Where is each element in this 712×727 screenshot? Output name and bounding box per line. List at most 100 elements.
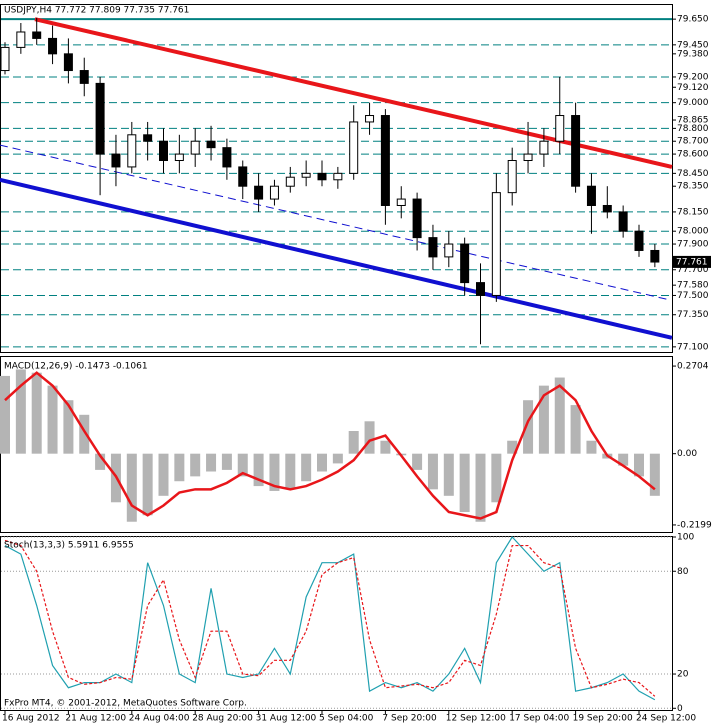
macd-bar [158,453,169,496]
y-tick-label: 79.000 [677,98,709,108]
x-tick-label: 19 Sep 20:00 [573,714,633,724]
macd-bar [317,453,327,472]
macd-bar [301,453,312,482]
macd-bar [15,369,26,454]
macd-bar [126,453,137,522]
macd-bar [618,453,629,466]
macd-title: MACD(12,26,9) -0.1473 -0.1061 [4,362,148,372]
y-tick-label: 78.700 [677,137,709,147]
macd-bar [427,453,438,490]
candle-body [444,243,454,258]
candle-body [428,237,438,258]
candle-body [79,70,89,84]
y-tick-label: 79.120 [677,83,709,93]
candle-body [16,31,26,48]
candle-body [285,176,295,187]
macd-bar [174,453,185,482]
macd-bar [285,453,296,490]
x-tick-label: 31 Aug 12:00 [256,714,317,724]
candle-body [602,204,612,213]
y-tick-label: 77.500 [677,291,709,301]
stoch-panel [0,536,673,711]
x-tick-label: 24 Sep 12:00 [636,714,696,724]
candle-body [476,282,485,296]
y-tick-label: 79.650 [677,15,709,25]
y-tick-label: 77.350 [677,310,709,320]
x-tick-label: 7 Sep 20:00 [382,714,437,724]
candle-body [48,37,58,55]
y-tick-label: 79.450 [677,40,709,50]
macd-bar [443,453,454,496]
y-tick-label: 77.900 [677,240,709,250]
y-tick-label: 77.100 [677,342,709,352]
y-tick-label: 0.2704 [677,362,709,372]
candle-body [95,82,105,155]
macd-bar [586,440,597,454]
y-tick-label: -0.2199 [677,520,712,530]
macd-bar [380,440,391,454]
candle-body [539,140,549,155]
candle-body [238,166,248,187]
y-tick-label: 79.380 [677,49,709,59]
candle-body [507,160,517,194]
macd-bar [364,421,375,454]
candle-body [32,31,42,39]
macd-bar [237,453,248,477]
candle-body [460,243,470,284]
macd-bar [459,453,470,513]
y-tick-label: 80 [677,567,689,577]
y-tick-label: 78.350 [677,182,709,192]
candle-body [301,172,311,178]
macd-bar [206,453,217,472]
candle-body [222,147,232,168]
y-tick-label: 79.200 [677,72,709,82]
macd-bar [190,453,201,477]
candle-body [206,140,216,149]
candle-body [254,185,264,200]
macd-bar [649,453,660,496]
candle-body [571,115,581,187]
candle-body [365,115,375,123]
x-tick-label: 28 Aug 20:00 [192,714,253,724]
macd-bar [634,453,644,477]
macd-bar [63,400,74,454]
x-tick-label: 24 Aug 04:00 [129,714,190,724]
candle-body [523,153,533,162]
macd-bar [253,453,264,487]
macd-bar [79,414,90,454]
macd-bar [31,372,42,454]
signal-line [4,371,656,520]
x-tick-label: 21 Aug 12:00 [65,714,126,724]
trend-line [0,177,673,340]
candle-body [127,134,137,168]
macd-bar [0,375,10,454]
candle-body [586,185,596,206]
x-tick-label: 17 Sep 04:00 [509,714,569,724]
candle-body [349,121,359,174]
candle-body [650,249,660,263]
candle-body [555,115,565,142]
candle-body [618,211,628,232]
macd-bar [412,453,423,470]
candle-body [190,140,200,155]
candle-body [269,185,279,200]
macd-bar [47,385,58,454]
y-tick-label: 0 [677,704,683,714]
candle-body [174,153,184,162]
chart-title: USDJPY,H4 77.772 77.809 77.735 77.761 [4,6,189,16]
y-tick-label: 78.450 [677,169,709,179]
y-tick-label: 77.580 [677,281,709,291]
y-tick-label: 78.150 [677,207,709,217]
macd-bar [269,453,280,491]
macd-bar [221,453,232,470]
macd-bar [142,453,153,516]
current-price-box [673,255,711,268]
candle-body [63,53,73,72]
candle-body [634,230,644,251]
macd-bar [348,431,359,454]
x-tick-label: 16 Aug 2012 [2,714,60,724]
macd-bar [332,453,343,464]
y-tick-label: 78.600 [677,150,709,160]
y-tick-label: 0.00 [677,449,697,459]
